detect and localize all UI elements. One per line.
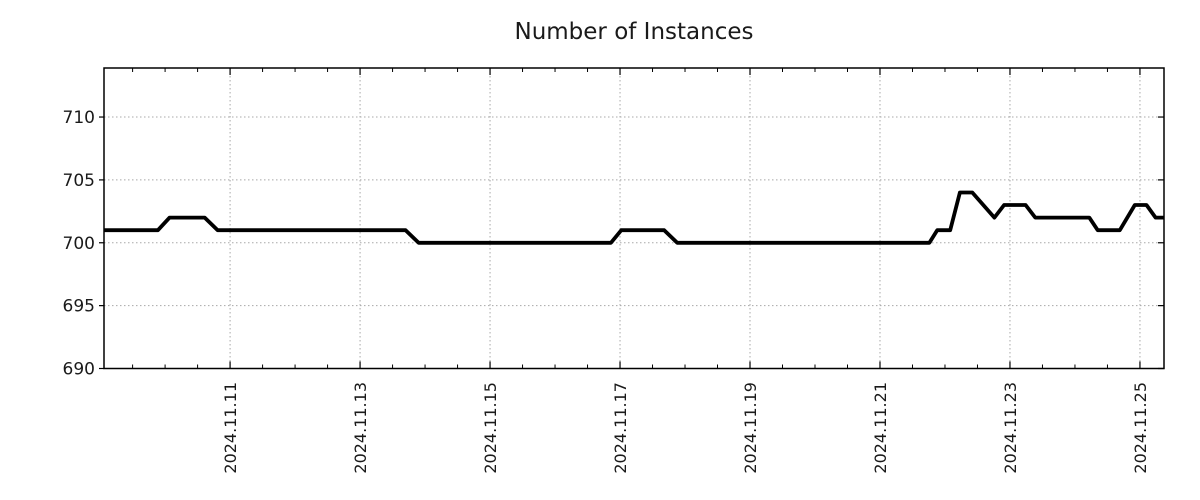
grid-lines bbox=[104, 68, 1164, 369]
x-tick-label: 2024.11.23 bbox=[1001, 382, 1020, 474]
x-tick-label: 2024.11.25 bbox=[1131, 382, 1150, 474]
series-lines bbox=[104, 190, 1164, 245]
x-tick-label: 2024.11.15 bbox=[481, 382, 500, 474]
x-tick-label: 2024.11.11 bbox=[221, 382, 240, 474]
y-tick-label: 690 bbox=[63, 360, 95, 380]
x-tick-label: 2024.11.13 bbox=[351, 382, 370, 474]
y-tick-label: 700 bbox=[63, 234, 95, 254]
y-tick-label: 695 bbox=[63, 297, 95, 317]
y-tick-label: 710 bbox=[63, 108, 95, 128]
x-tick-label: 2024.11.17 bbox=[611, 382, 630, 474]
axes: 2024.11.11 2024.11.13 2024.11.15 2024.11.17… bbox=[63, 67, 1165, 474]
plot-frame bbox=[103, 67, 1165, 370]
y-tick-label: 705 bbox=[63, 171, 95, 191]
chart-title: Number of Instances bbox=[515, 19, 754, 45]
x-tick-label: 2024.11.21 bbox=[871, 382, 890, 474]
x-tick-label: 2024.11.19 bbox=[741, 382, 760, 474]
series-line bbox=[104, 190, 1164, 245]
